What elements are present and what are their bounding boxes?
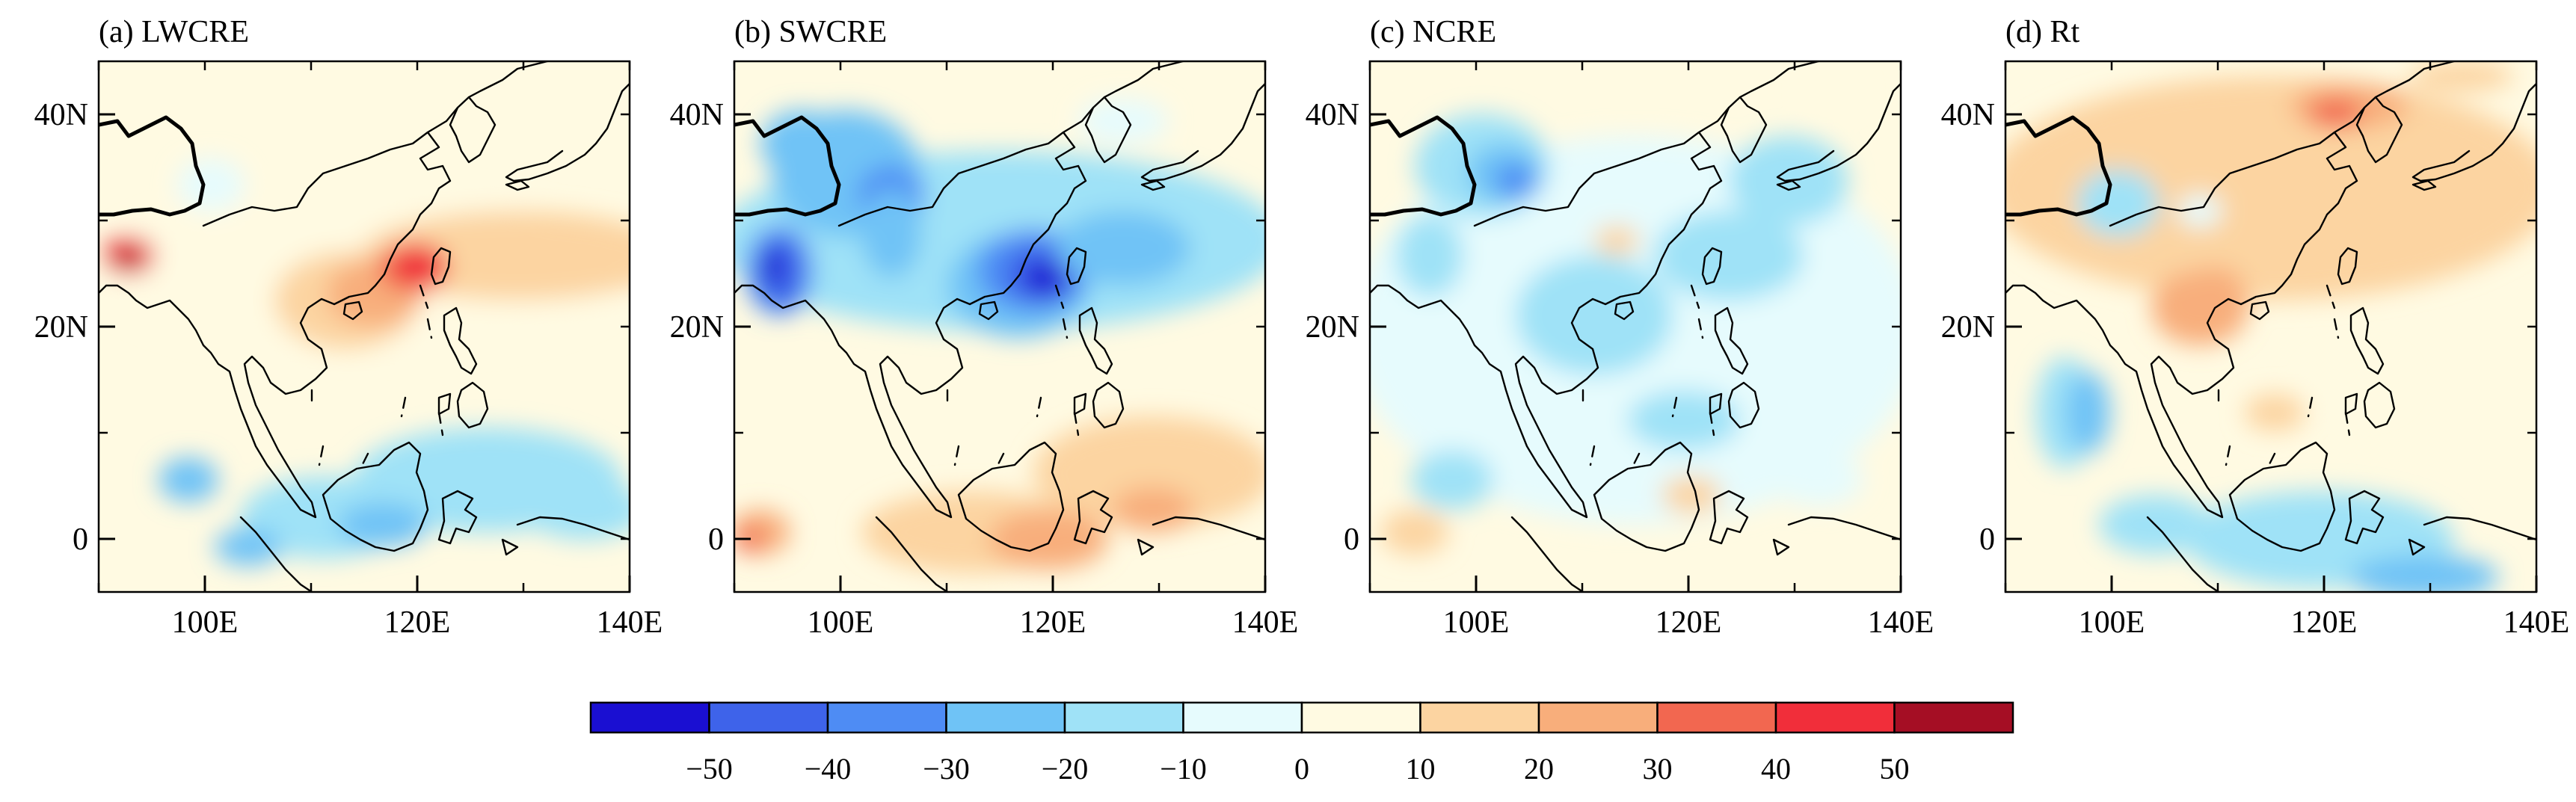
- colorbar-swatch: [589, 701, 710, 734]
- colorbar-swatch: [1774, 701, 1896, 734]
- lat-tick-label: 0: [1979, 522, 1995, 557]
- panel-title: (b) SWCRE: [734, 15, 887, 49]
- colorbar-label: 10: [1406, 752, 1436, 786]
- lon-tick-label: 100E: [2079, 605, 2145, 640]
- lat-tick-label: 40N: [1941, 98, 1995, 132]
- colorbar-swatch: [1300, 701, 1421, 734]
- colorbar-label: −40: [805, 752, 852, 786]
- map-panel-sw: (b) SWCRE 100E 120E 140E 40N 20N 0: [670, 15, 1299, 640]
- colorbar-swatch: [708, 701, 829, 734]
- colorbar: −50 −40 −30 −20 −10 0 10 20 30 40 50: [589, 701, 2014, 786]
- colorbar-swatch: [1182, 701, 1303, 734]
- lat-tick-label: 20N: [1306, 310, 1359, 345]
- map-panel-net: (c) NCRE 100E 120E 140E 40N 20N 0: [1306, 15, 1934, 640]
- map-panel-lw: (a) LWCRE 100E 120E 140E 40N 20N 0: [34, 15, 663, 640]
- contour-field: [1370, 61, 1901, 592]
- lon-tick-label: 120E: [384, 605, 451, 640]
- colorbar-label: 30: [1643, 752, 1673, 786]
- colorbar-label: −10: [1160, 752, 1207, 786]
- colorbar-swatch: [1537, 701, 1659, 734]
- colorbar-label: 50: [1880, 752, 1910, 786]
- colorbar-swatch: [1656, 701, 1777, 734]
- lon-tick-label: 100E: [808, 605, 874, 640]
- colorbar-label: −50: [686, 752, 733, 786]
- colorbar-label: 0: [1294, 752, 1309, 786]
- lon-tick-label: 140E: [1868, 605, 1934, 640]
- colorbar-swatch: [1063, 701, 1184, 734]
- lat-tick-label: 0: [708, 522, 724, 557]
- lon-tick-label: 100E: [1443, 605, 1510, 640]
- panel-title: (d) Rt: [2005, 15, 2079, 49]
- lat-tick-label: 20N: [670, 310, 724, 345]
- colorbar-swatch: [1893, 701, 2014, 734]
- lat-tick-label: 40N: [34, 98, 88, 132]
- colorbar-label: −30: [923, 752, 970, 786]
- panel-title: (a) LWCRE: [99, 15, 249, 49]
- colorbar-label: −20: [1042, 752, 1089, 786]
- contour-field: [734, 61, 1265, 592]
- lat-tick-label: 40N: [1306, 98, 1359, 132]
- colorbar-label: 40: [1761, 752, 1791, 786]
- panel-title: (c) NCRE: [1370, 15, 1496, 49]
- contour-field: [2005, 61, 2536, 592]
- lat-tick-label: 0: [73, 522, 88, 557]
- colorbar-label: 20: [1524, 752, 1554, 786]
- map-panel-rt: (d) Rt 100E 120E 140E 40N 20N 0: [1941, 15, 2570, 640]
- lat-tick-label: 20N: [34, 310, 88, 345]
- colorbar-swatch: [826, 701, 947, 734]
- lat-tick-label: 40N: [670, 98, 724, 132]
- lon-tick-label: 120E: [2291, 605, 2358, 640]
- lon-tick-label: 100E: [172, 605, 239, 640]
- lon-tick-label: 120E: [1656, 605, 1722, 640]
- colorbar-swatch: [945, 701, 1066, 734]
- lon-tick-label: 120E: [1020, 605, 1086, 640]
- lat-tick-label: 20N: [1941, 310, 1995, 345]
- lon-tick-label: 140E: [597, 605, 663, 640]
- colorbar-swatch: [1419, 701, 1540, 734]
- contour-field: [99, 61, 630, 592]
- lon-tick-label: 140E: [1232, 605, 1299, 640]
- lat-tick-label: 0: [1344, 522, 1359, 557]
- lon-tick-label: 140E: [2503, 605, 2570, 640]
